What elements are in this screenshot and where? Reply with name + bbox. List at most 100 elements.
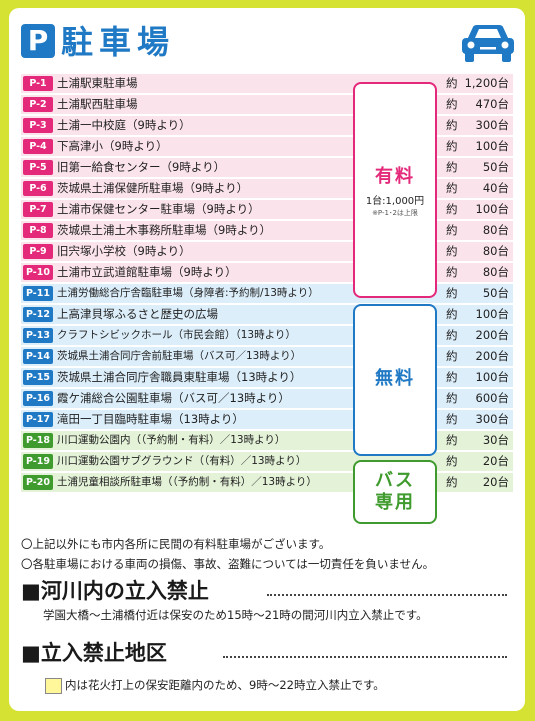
parking-name: 旧第一給食センター（9時より） <box>57 160 226 174</box>
parking-code-badge: P-10 <box>23 265 53 280</box>
car-icon <box>462 25 514 62</box>
parking-code-badge: P-19 <box>23 454 53 469</box>
approx-label: 約 <box>446 265 458 279</box>
approx-label: 約 <box>446 286 458 300</box>
free-box: 無料 <box>353 304 437 456</box>
bus-label-line2: 専用 <box>375 492 415 513</box>
parking-name: 旧宍塚小学校（9時より） <box>57 244 191 258</box>
approx-label: 約 <box>446 349 458 363</box>
parking-code-badge: P-9 <box>23 244 53 259</box>
parking-row: P-4 下高津小（9時より） 約 100台 <box>21 137 513 156</box>
parking-row: P-7 土浦市保健センター駐車場（9時より） 約 100台 <box>21 200 513 219</box>
approx-label: 約 <box>446 433 458 447</box>
paid-box: 有料 1台:1,000円 ※P-1･2は上限 <box>353 82 437 298</box>
bus-box: バス 専用 <box>353 460 437 524</box>
parking-capacity: 20台 <box>482 475 509 489</box>
approx-label: 約 <box>446 202 458 216</box>
parking-code-badge: P-18 <box>23 433 53 448</box>
free-label: 無料 <box>375 368 415 389</box>
approx-label: 約 <box>446 454 458 468</box>
notes: 〇上記以外にも市内各所に民間の有料駐車場がございます。 〇各駐車場における車両の… <box>21 534 434 574</box>
approx-label: 約 <box>446 97 458 111</box>
parking-list: P-1 土浦駅東駐車場約 1,200台 P-2 土浦駅西駐車場約 470台 P-3 土浦一中校… <box>21 74 513 494</box>
parking-code-badge: P-7 <box>23 202 53 217</box>
parking-card: P 駐車場 P-1 土浦駅東駐車場約 1,200台 P-2 土浦駅西駐車場約 470台 P-… <box>9 8 525 711</box>
parking-code-badge: P-1 <box>23 76 53 91</box>
approx-label: 約 <box>446 475 458 489</box>
parking-row: P-17 滝田一丁目臨時駐車場（13時より） 約 300台 <box>21 410 513 429</box>
approx-label: 約 <box>446 328 458 342</box>
header: P 駐車場 <box>21 22 517 62</box>
parking-code-badge: P-13 <box>23 328 53 343</box>
parking-row: P-6 茨城県土浦保健所駐車場（9時より） 約 40台 <box>21 179 513 198</box>
parking-row: P-11 土浦労働総合庁舎臨駐車場（身障者:予約制/13時より） 約 50台 <box>21 284 513 303</box>
parking-row: P-18 川口運動公園内（（予約制・有料）／13時より） 約 30台 <box>21 431 513 450</box>
bus-label-line1: バス <box>375 470 415 491</box>
parking-code-badge: P-17 <box>23 412 53 427</box>
parking-capacity: 100台 <box>475 370 509 384</box>
parking-row: P-10 土浦市立武道館駐車場（9時より） 約 80台 <box>21 263 513 282</box>
approx-label: 約 <box>446 307 458 321</box>
parking-capacity: 50台 <box>482 160 509 174</box>
note-item: 〇各駐車場における車両の損傷、事故、盗難については一切責任を負いません。 <box>21 557 435 571</box>
parking-name: 川口運動公園内（（予約制・有料）／13時より） <box>57 434 286 446</box>
parking-capacity: 80台 <box>482 244 509 258</box>
parking-logo: P <box>21 24 55 58</box>
parking-code-badge: P-15 <box>23 370 53 385</box>
parking-capacity: 200台 <box>475 328 509 342</box>
approx-label: 約 <box>446 223 458 237</box>
parking-row: P-13 クラフトシビックホール（市民会館）（13時より） 約 200台 <box>21 326 513 345</box>
approx-label: 約 <box>446 370 458 384</box>
parking-name: 滝田一丁目臨時駐車場（13時より） <box>57 412 244 426</box>
parking-row: P-14 茨城県土浦合同庁舎前駐車場（バス可／13時より） 約 200台 <box>21 347 513 366</box>
paid-label: 有料 <box>375 166 415 187</box>
parking-code-badge: P-12 <box>23 307 53 322</box>
parking-code-badge: P-16 <box>23 391 53 406</box>
parking-name: 上高津貝塚ふるさと歴史の広場 <box>57 307 218 321</box>
parking-row: P-20 土浦児童相談所駐車場（（予約制・有料）／13時より） 約 20台 <box>21 473 513 492</box>
parking-capacity: 300台 <box>475 118 509 132</box>
parking-capacity: 100台 <box>475 139 509 153</box>
parking-code-badge: P-11 <box>23 286 53 301</box>
parking-row: P-9 旧宍塚小学校（9時より） 約 80台 <box>21 242 513 261</box>
parking-code-badge: P-4 <box>23 139 53 154</box>
parking-code-badge: P-8 <box>23 223 53 238</box>
parking-capacity: 80台 <box>482 265 509 279</box>
paid-note: ※P-1･2は上限 <box>372 209 418 217</box>
section-restricted-title: ■立入禁止地区 <box>21 641 167 665</box>
parking-name: 茨城県土浦土木事務所駐車場（9時より） <box>57 223 272 237</box>
parking-capacity: 30台 <box>482 433 509 447</box>
parking-name: 下高津小（9時より） <box>57 139 168 153</box>
parking-name: 土浦市立武道館駐車場（9時より） <box>57 265 237 279</box>
parking-row: P-2 土浦駅西駐車場 約 470台 <box>21 95 513 114</box>
section-restricted-text: 内は花火打上の保安距離内のため、9時～22時立入禁止です。 <box>65 678 385 692</box>
parking-name: 川口運動公園サブグラウンド（（有料）／13時より） <box>57 455 307 467</box>
parking-capacity: 80台 <box>482 223 509 237</box>
approx-label: 約 <box>446 181 458 195</box>
parking-name: 土浦駅西駐車場 <box>57 97 138 111</box>
parking-code-badge: P-6 <box>23 181 53 196</box>
divider <box>267 594 507 596</box>
approx-label: 約 <box>446 139 458 153</box>
parking-name: クラフトシビックホール（市民会館）（13時より） <box>57 329 296 341</box>
parking-capacity: 470台 <box>475 97 509 111</box>
parking-row: P-3 土浦一中校庭（9時より） 約 300台 <box>21 116 513 135</box>
parking-capacity: 600台 <box>475 391 509 405</box>
parking-capacity: 100台 <box>475 202 509 216</box>
parking-row: P-15 茨城県土浦合同庁舎職員東駐車場（13時より） 約 100台 <box>21 368 513 387</box>
section-river-text: 学園大橋～土浦橋付近は保安のため15時～21時の間河川内立入禁止です。 <box>43 608 428 622</box>
approx-label: 約 <box>446 391 458 405</box>
approx-label: 約 <box>446 76 458 90</box>
parking-row: P-1 土浦駅東駐車場 約 1,200台 <box>21 74 513 93</box>
parking-name: 土浦市保健センター駐車場（9時より） <box>57 202 260 216</box>
parking-row: P-8 茨城県土浦土木事務所駐車場（9時より） 約 80台 <box>21 221 513 240</box>
restricted-area-swatch <box>45 678 62 694</box>
parking-row: P-16 霞ケ浦総合公園駐車場（バス可／13時より） 約 600台 <box>21 389 513 408</box>
approx-label: 約 <box>446 160 458 174</box>
parking-code-badge: P-14 <box>23 349 53 364</box>
parking-code-badge: P-5 <box>23 160 53 175</box>
parking-row: P-12 上高津貝塚ふるさと歴史の広場 約 100台 <box>21 305 513 324</box>
parking-row: P-19 川口運動公園サブグラウンド（（有料）／13時より） 約 20台 <box>21 452 513 471</box>
parking-name: 土浦児童相談所駐車場（（予約制・有料）／13時より） <box>57 476 317 488</box>
parking-name: 茨城県土浦合同庁舎職員東駐車場（13時より） <box>57 370 302 384</box>
